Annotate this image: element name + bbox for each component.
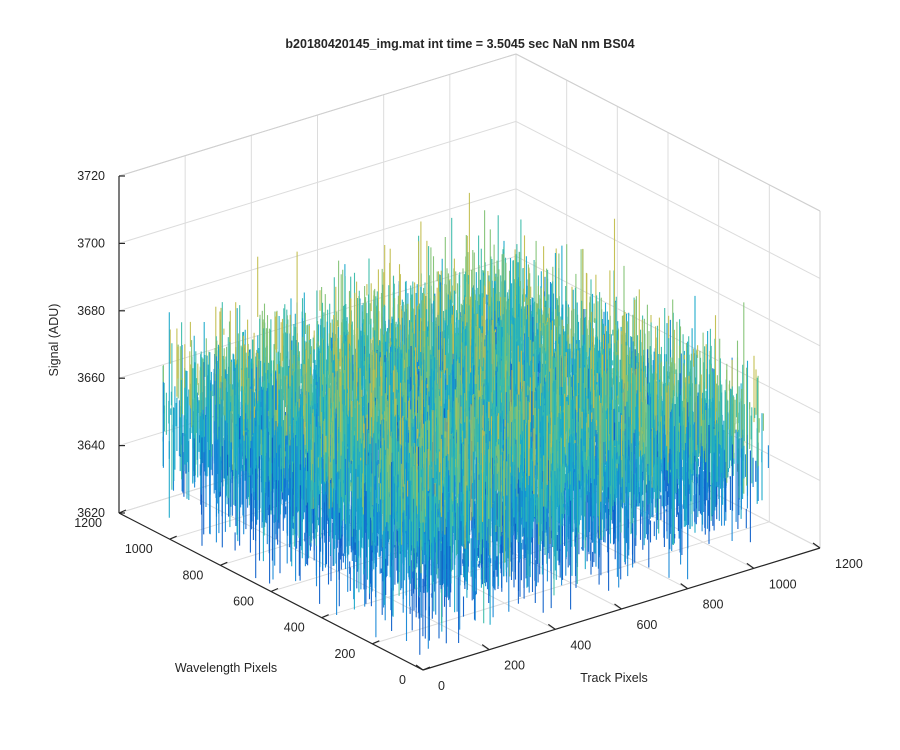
side-wall-grid-z <box>515 120 821 279</box>
back-wall-grid-z <box>118 188 517 312</box>
back-wall-grid-z <box>118 120 517 244</box>
side-wall-grid-z <box>515 188 821 347</box>
surface-plot <box>162 192 769 655</box>
